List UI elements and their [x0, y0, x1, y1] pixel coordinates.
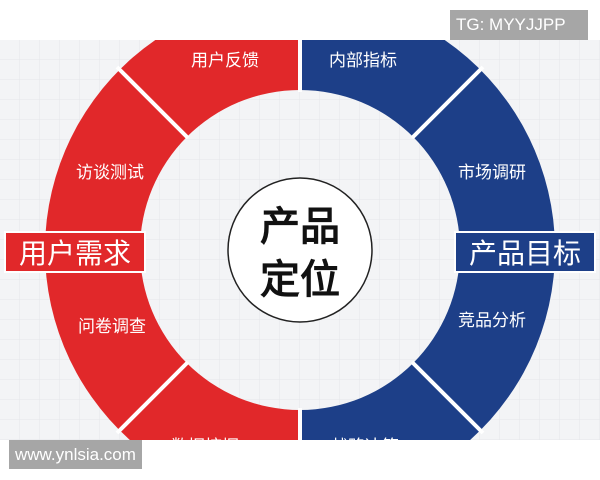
center-title-line1: 产品 [260, 204, 340, 250]
center-circle [227, 177, 373, 323]
left-title-box: 用户需求 [4, 231, 146, 273]
segment-label: 数据挖掘 [171, 437, 239, 457]
segment-label: 战略决策 [331, 437, 399, 457]
left-title: 用户需求 [19, 237, 131, 270]
segment-label: 内部指标 [329, 51, 397, 71]
segment-label: 用户反馈 [191, 51, 259, 71]
right-title: 产品目标 [469, 237, 581, 270]
segment-dividers [115, 40, 485, 440]
segment-label: 问卷调查 [78, 317, 146, 337]
center-title-line2: 定位 [260, 257, 340, 303]
segment-label: 市场调研 [458, 163, 526, 183]
right-ring [300, 40, 556, 440]
segment-label: 竞品分析 [458, 311, 526, 331]
segment-label: 访谈测试 [76, 163, 144, 183]
right-title-box: 产品目标 [454, 231, 596, 273]
watermark-top: TG: MYYJJPP [450, 10, 588, 40]
left-ring [44, 40, 301, 440]
watermark-bottom: www.ynlsia.com [9, 440, 142, 469]
